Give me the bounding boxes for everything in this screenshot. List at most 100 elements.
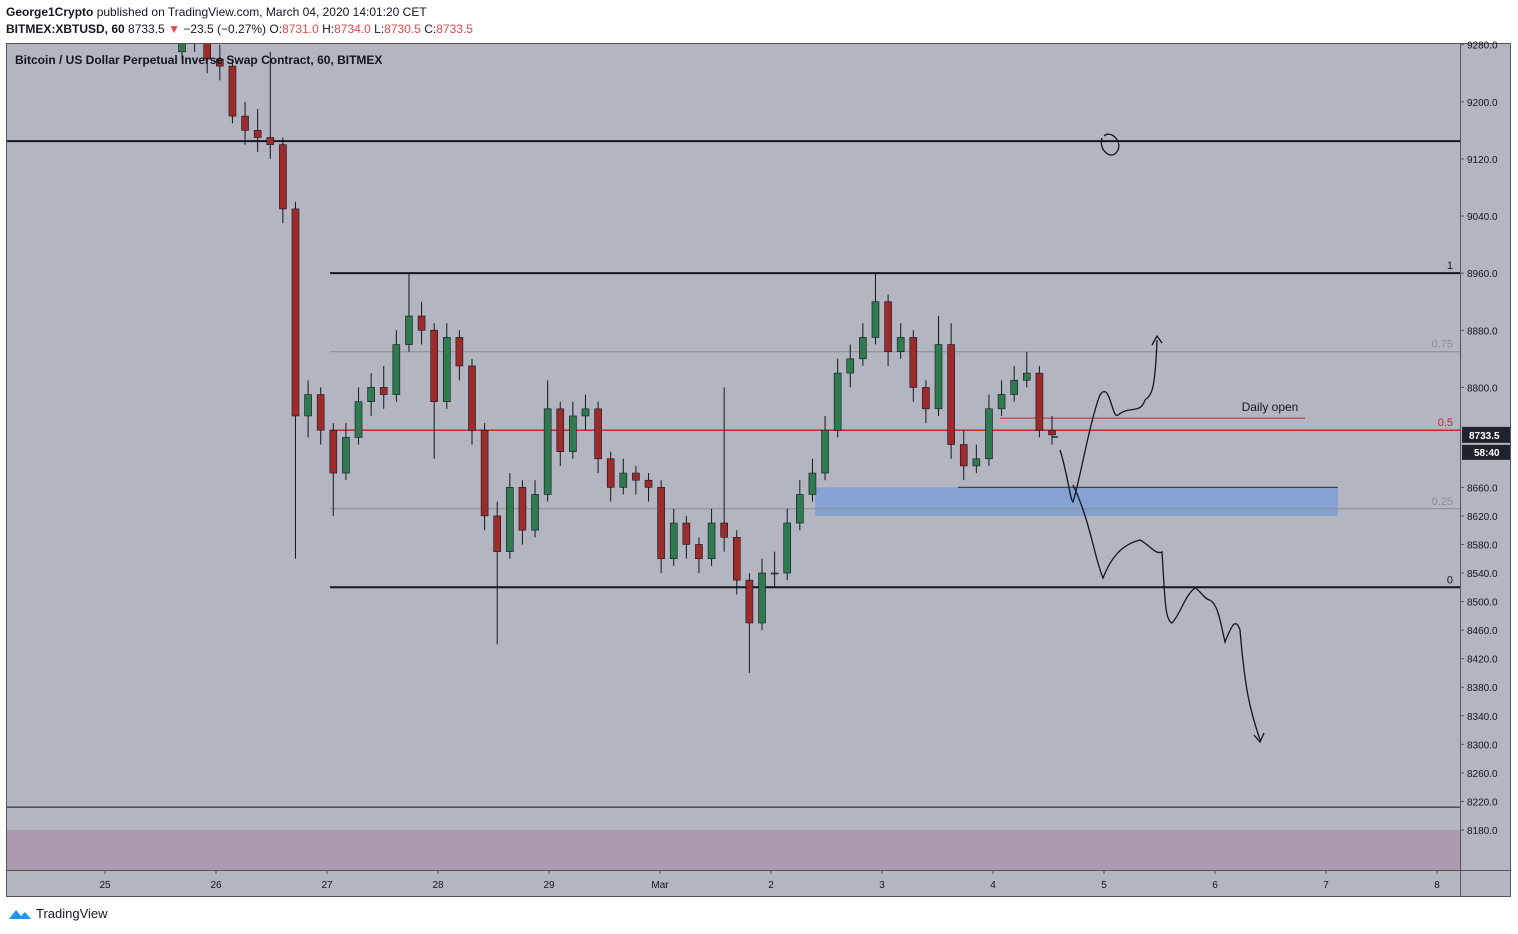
y-tick-label: 8960.0 xyxy=(1467,269,1498,280)
candle-body xyxy=(480,429,489,517)
plot: 1 0.75 0.5 0.25 0 Daily open xyxy=(7,44,1460,870)
fib-label: 0.5 xyxy=(1438,417,1453,429)
candle-body xyxy=(632,472,640,481)
o-label: O: xyxy=(269,22,283,36)
candle-body xyxy=(442,337,451,402)
candle-body xyxy=(304,394,312,417)
candle-body xyxy=(846,358,855,374)
candle-body xyxy=(644,479,653,488)
fib-label: 0.75 xyxy=(1432,339,1453,351)
candle-body xyxy=(959,444,968,467)
close: 8733.5 xyxy=(436,22,473,36)
x-tick-label: 4 xyxy=(990,880,996,891)
last-price-box xyxy=(1462,426,1510,443)
candle-body xyxy=(682,522,691,545)
x-tick-label: 25 xyxy=(99,880,111,891)
candle-body xyxy=(884,301,892,352)
candle-body xyxy=(1048,429,1056,436)
candle-body xyxy=(909,337,918,388)
x-tick-label: Mar xyxy=(651,880,669,891)
candle-body xyxy=(619,472,628,488)
countdown-box xyxy=(1462,444,1510,460)
candle-body xyxy=(216,58,224,67)
candle-body xyxy=(417,315,426,331)
candle-body xyxy=(581,408,590,417)
publish-line: George1Crypto published on TradingView.c… xyxy=(6,4,473,21)
candle-body xyxy=(934,344,943,410)
candle-body xyxy=(732,537,741,581)
x-tick-label: 8 xyxy=(1434,880,1440,891)
high: 8734.0 xyxy=(334,22,371,36)
candle-body xyxy=(1010,379,1018,395)
y-tick-label: 8460.0 xyxy=(1467,626,1498,637)
candle-body xyxy=(707,522,716,560)
candle-body xyxy=(392,344,401,395)
price-axis xyxy=(1460,44,1510,896)
axes: 9280.0 9200.0 9120.0 9040.0 8960.0 8880.0 8800… xyxy=(99,41,1510,891)
candle-body xyxy=(594,408,602,460)
frame xyxy=(6,43,1511,897)
x-tick-label: 7 xyxy=(1323,880,1329,891)
candle-body xyxy=(783,522,792,574)
candle-body xyxy=(468,365,476,431)
candle-body xyxy=(279,144,287,210)
l-label: L: xyxy=(374,22,385,36)
candle-body xyxy=(367,387,375,402)
y-tick-label: 8420.0 xyxy=(1467,655,1498,666)
y-tick-label: 8220.0 xyxy=(1467,797,1498,808)
candle-body xyxy=(556,408,565,452)
x-tick-label: 27 xyxy=(321,880,333,891)
symbol: BITMEX:XBTUSD, 60 xyxy=(6,22,125,36)
y-tick-label: 8880.0 xyxy=(1467,326,1498,337)
x-tick-label: 28 xyxy=(432,880,444,891)
chart-title: Bitcoin / US Dollar Perpetual Inverse Sw… xyxy=(15,53,382,67)
fib-label: 0 xyxy=(1447,574,1453,586)
candle-body xyxy=(518,487,527,531)
fib-label: 1 xyxy=(1447,260,1453,272)
candle-body xyxy=(430,329,438,402)
candle-body xyxy=(896,337,905,352)
y-tick-label: 8800.0 xyxy=(1467,383,1498,394)
circle-drawing xyxy=(1100,133,1120,156)
h-label: H: xyxy=(322,22,335,36)
y-tick-label: 9280.0 xyxy=(1467,41,1498,52)
y-tick-label: 9200.0 xyxy=(1467,98,1498,109)
logo xyxy=(9,909,31,919)
y-tick-label: 8300.0 xyxy=(1467,740,1498,751)
drawings xyxy=(1052,133,1265,744)
countdown-label: 58:40 xyxy=(1474,448,1500,459)
candle-body xyxy=(228,65,237,117)
brand: TradingView xyxy=(36,906,108,921)
candle-body xyxy=(1035,372,1044,431)
y-tick-label: 8660.0 xyxy=(1467,483,1498,494)
candle-body xyxy=(493,515,502,552)
y-tick-label: 8580.0 xyxy=(1467,540,1498,551)
y-tick-label: 8620.0 xyxy=(1467,512,1498,523)
candle-body xyxy=(821,429,829,474)
candle-body xyxy=(569,415,577,452)
candle-body xyxy=(669,522,678,560)
fib-label: 0.25 xyxy=(1432,496,1453,508)
candle-body xyxy=(253,130,262,138)
candle-body xyxy=(758,572,766,624)
y-tick-label: 9120.0 xyxy=(1467,155,1498,166)
author: George1Crypto xyxy=(6,5,94,19)
candle-body xyxy=(808,472,817,495)
chart: 1 0.75 0.5 0.25 0 Daily open 9280.0 9200.0 9120… xyxy=(6,41,1511,897)
candle-body xyxy=(241,115,249,131)
change: −23.5 (−0.27%) xyxy=(183,22,267,36)
candle-body xyxy=(405,315,413,345)
zone xyxy=(7,830,1460,870)
x-tick-label: 5 xyxy=(1101,880,1107,891)
candle-body xyxy=(947,344,955,445)
candle-body xyxy=(720,522,728,538)
down-path xyxy=(1072,484,1265,744)
low: 8730.5 xyxy=(384,22,421,36)
up-path xyxy=(1059,334,1163,504)
candle-body xyxy=(833,372,842,431)
candle-body xyxy=(379,387,388,395)
candle-body xyxy=(985,408,993,460)
x-tick-label: 2 xyxy=(768,880,774,891)
footer: TradingView xyxy=(8,906,108,921)
